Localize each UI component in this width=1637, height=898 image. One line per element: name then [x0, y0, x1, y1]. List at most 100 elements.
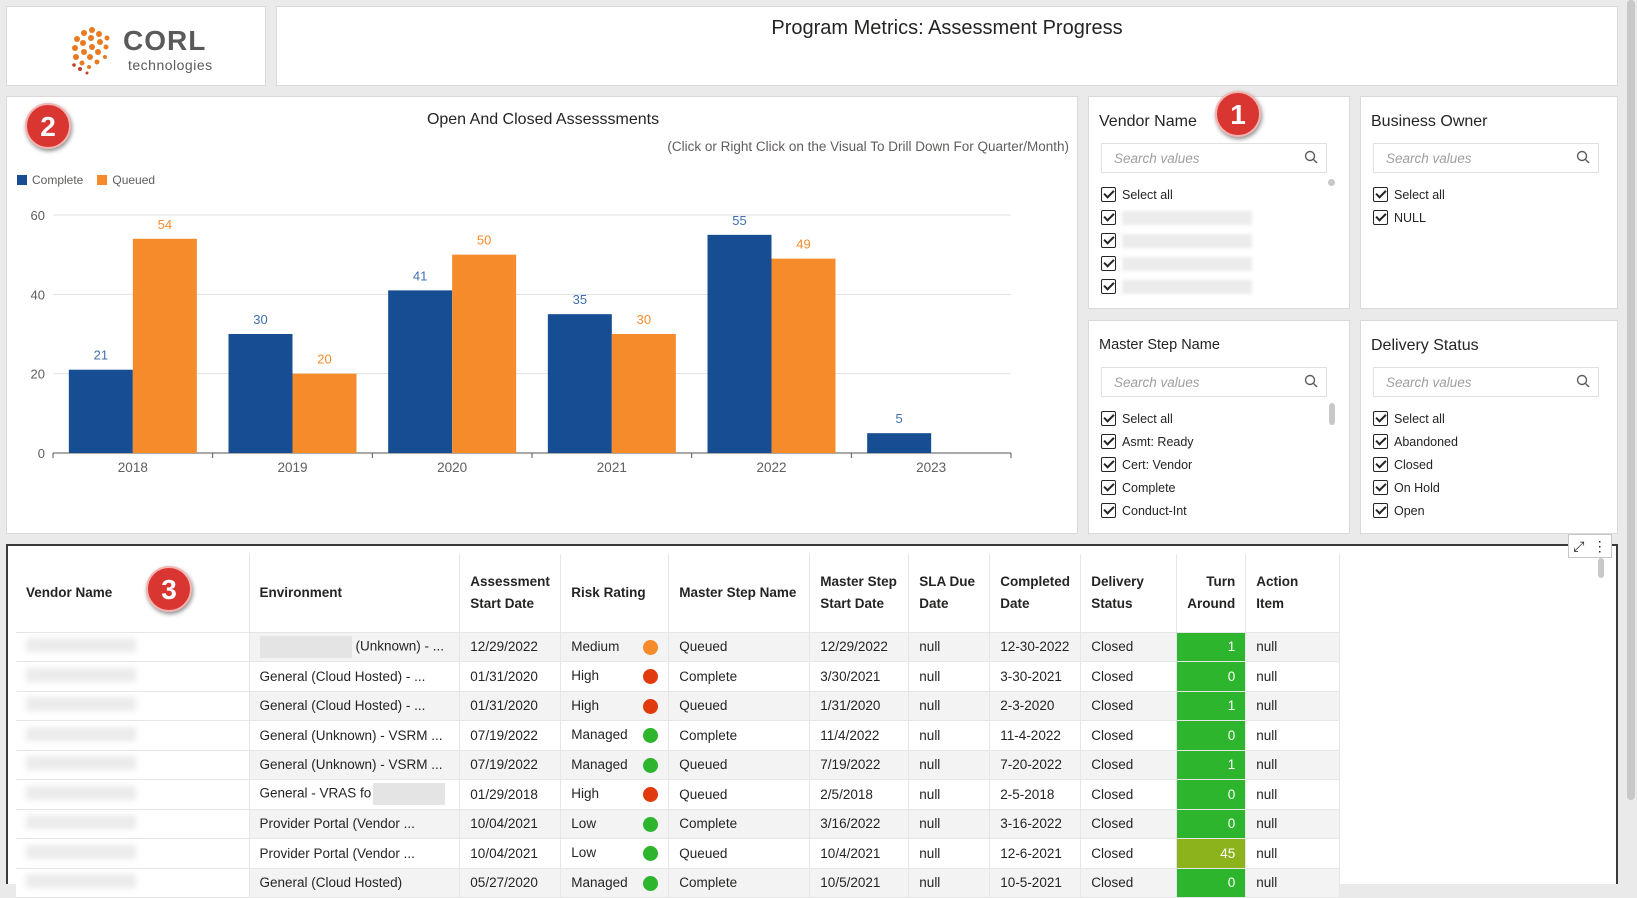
step-start-cell[interactable]: 7/19/2022: [809, 750, 910, 780]
environment-cell[interactable]: Provider Portal (Vendor ...: [249, 809, 461, 839]
checkbox-icon[interactable]: [1101, 187, 1116, 202]
delivery-cell[interactable]: Closed: [1080, 838, 1178, 869]
slicer-option[interactable]: [1101, 206, 1252, 229]
start-date-cell[interactable]: 12/29/2022: [459, 632, 562, 662]
sla-cell[interactable]: null: [908, 838, 991, 869]
legend-item-complete[interactable]: Complete: [17, 173, 83, 187]
step-cell[interactable]: Queued: [668, 750, 811, 780]
step-search-input[interactable]: Search values: [1101, 367, 1327, 397]
vendor-cell[interactable]: [16, 632, 250, 662]
completed-cell[interactable]: 3-30-2021: [989, 661, 1082, 692]
risk-cell[interactable]: High: [560, 779, 670, 810]
slicer-option[interactable]: Conduct-Int: [1101, 499, 1194, 522]
delivery-cell[interactable]: Closed: [1080, 661, 1178, 692]
vendor-cell[interactable]: [16, 838, 250, 869]
sla-cell[interactable]: null: [908, 779, 991, 810]
turn-around-cell[interactable]: 0: [1176, 661, 1247, 692]
legend-item-queued[interactable]: Queued: [97, 173, 155, 187]
slicer-option[interactable]: Complete: [1101, 476, 1194, 499]
risk-cell[interactable]: High: [560, 661, 670, 692]
col-header-delivery[interactable]: Delivery Status: [1080, 554, 1178, 633]
slicer-option[interactable]: [1101, 229, 1252, 252]
vendor-cell[interactable]: [16, 779, 250, 810]
step-start-cell[interactable]: 10/4/2021: [809, 838, 910, 869]
completed-cell[interactable]: 2-3-2020: [989, 691, 1082, 721]
environment-cell[interactable]: Provider Portal (Vendor ...: [249, 838, 461, 869]
completed-cell[interactable]: 3-16-2022: [989, 809, 1082, 839]
step-start-cell[interactable]: 3/16/2022: [809, 809, 910, 839]
delivery-cell[interactable]: Closed: [1080, 632, 1178, 662]
completed-cell[interactable]: 10-5-2021: [989, 868, 1082, 898]
delivery-cell[interactable]: Closed: [1080, 868, 1178, 898]
action-cell[interactable]: null: [1245, 661, 1341, 692]
start-date-cell[interactable]: 07/19/2022: [459, 720, 562, 751]
slicer-scrollbar[interactable]: [1328, 179, 1335, 186]
slicer-option[interactable]: [1101, 252, 1252, 275]
checkbox-icon[interactable]: [1373, 480, 1388, 495]
bar-queued[interactable]: [292, 373, 357, 453]
bar-queued[interactable]: [611, 334, 676, 453]
bar-queued[interactable]: [452, 254, 517, 453]
checkbox-icon[interactable]: [1373, 434, 1388, 449]
start-date-cell[interactable]: 10/04/2021: [459, 809, 562, 839]
start-date-cell[interactable]: 01/31/2020: [459, 661, 562, 692]
delivery-cell[interactable]: Closed: [1080, 779, 1178, 810]
sla-cell[interactable]: null: [908, 750, 991, 780]
step-start-cell[interactable]: 3/30/2021: [809, 661, 910, 692]
step-cell[interactable]: Queued: [668, 779, 811, 810]
completed-cell[interactable]: 12-30-2022: [989, 632, 1082, 662]
action-cell[interactable]: null: [1245, 750, 1341, 780]
table-row[interactable]: General (Unknown) - VSRM ... 07/19/2022 Ma…: [16, 720, 1341, 751]
vendor-cell[interactable]: [16, 661, 250, 692]
start-date-cell[interactable]: 01/31/2020: [459, 691, 562, 721]
checkbox-icon[interactable]: [1101, 434, 1116, 449]
turn-around-cell[interactable]: 1: [1176, 750, 1247, 780]
col-header-step[interactable]: Master Step Name: [668, 554, 811, 633]
environment-cell[interactable]: General - VRAS fo: [249, 779, 461, 810]
more-options-icon[interactable]: ⋮: [1592, 537, 1607, 554]
start-date-cell[interactable]: 01/29/2018: [459, 779, 562, 810]
sla-cell[interactable]: null: [908, 868, 991, 898]
table-row[interactable]: Provider Portal (Vendor ... 10/04/2021 Low…: [16, 838, 1341, 869]
action-cell[interactable]: null: [1245, 838, 1341, 869]
turn-around-cell[interactable]: 1: [1176, 691, 1247, 721]
completed-cell[interactable]: 2-5-2018: [989, 779, 1082, 810]
slicer-option[interactable]: Select all: [1373, 407, 1458, 430]
environment-cell[interactable]: General (Cloud Hosted): [249, 868, 461, 898]
delivery-cell[interactable]: Closed: [1080, 691, 1178, 721]
environment-cell[interactable]: General (Cloud Hosted) - ...: [249, 661, 461, 692]
checkbox-icon[interactable]: [1373, 503, 1388, 518]
vendor-cell[interactable]: [16, 720, 250, 751]
risk-cell[interactable]: Low: [560, 838, 670, 869]
col-header-vendor[interactable]: Vendor Name: [16, 554, 250, 633]
turn-around-cell[interactable]: 45: [1176, 838, 1247, 869]
step-cell[interactable]: Complete: [668, 809, 811, 839]
action-cell[interactable]: null: [1245, 779, 1341, 810]
step-cell[interactable]: Complete: [668, 661, 811, 692]
sla-cell[interactable]: null: [908, 691, 991, 721]
vendor-search-input[interactable]: Search values: [1101, 143, 1327, 173]
step-cell[interactable]: Queued: [668, 632, 811, 662]
environment-cell[interactable]: General (Cloud Hosted) - ...: [249, 691, 461, 721]
col-header-action[interactable]: Action Item: [1245, 554, 1341, 633]
start-date-cell[interactable]: 07/19/2022: [459, 750, 562, 780]
sla-cell[interactable]: null: [908, 632, 991, 662]
table-row[interactable]: General (Cloud Hosted) 05/27/2020 Managed C…: [16, 868, 1341, 898]
owner-search-input[interactable]: Search values: [1373, 143, 1599, 173]
turn-around-cell[interactable]: 0: [1176, 868, 1247, 898]
bar-complete[interactable]: [228, 334, 293, 453]
environment-cell[interactable]: (Unknown) - ...: [249, 632, 461, 662]
status-search-input[interactable]: Search values: [1373, 367, 1599, 397]
slicer-scrollbar[interactable]: [1329, 403, 1335, 425]
risk-cell[interactable]: Managed: [560, 720, 670, 751]
checkbox-icon[interactable]: [1101, 457, 1116, 472]
checkbox-icon[interactable]: [1101, 503, 1116, 518]
completed-cell[interactable]: 7-20-2022: [989, 750, 1082, 780]
sla-cell[interactable]: null: [908, 720, 991, 751]
bar-complete[interactable]: [707, 234, 772, 453]
table-row[interactable]: General (Cloud Hosted) - ... 01/31/2020 Hi…: [16, 691, 1341, 721]
col-header-sla[interactable]: SLA Due Date: [908, 554, 991, 633]
slicer-option[interactable]: Select all: [1373, 183, 1445, 206]
action-cell[interactable]: null: [1245, 720, 1341, 751]
slicer-option[interactable]: Open: [1373, 499, 1458, 522]
